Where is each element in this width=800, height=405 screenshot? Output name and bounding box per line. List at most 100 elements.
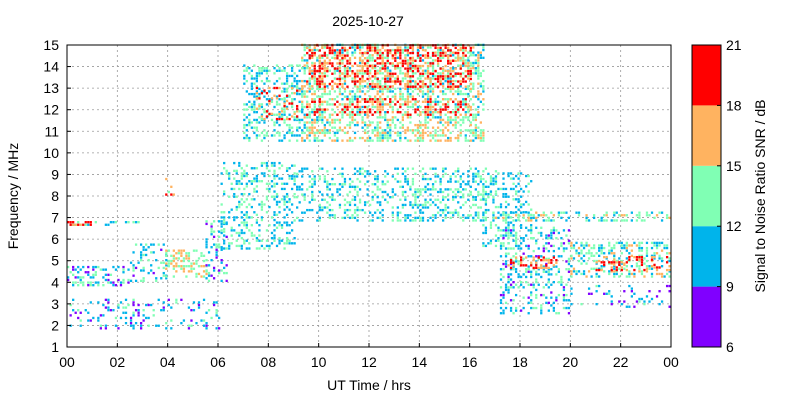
data-point <box>542 270 545 273</box>
data-point <box>436 126 440 129</box>
data-point <box>447 118 450 122</box>
data-point <box>356 75 359 78</box>
data-point <box>384 62 387 65</box>
data-point <box>207 271 211 275</box>
data-point <box>172 259 175 263</box>
data-point <box>482 211 485 214</box>
data-point <box>162 261 165 264</box>
data-point <box>389 49 392 52</box>
data-point <box>618 267 621 270</box>
data-point <box>426 121 430 124</box>
data-point <box>396 131 399 135</box>
data-point <box>628 270 631 273</box>
data-point <box>567 278 571 281</box>
data-point <box>477 82 480 85</box>
data-point <box>494 239 498 242</box>
data-point <box>439 56 442 59</box>
data-point <box>290 187 294 191</box>
data-point <box>414 100 417 103</box>
data-point <box>84 221 87 224</box>
data-point <box>245 226 248 229</box>
data-point <box>560 280 563 284</box>
data-point <box>540 275 543 279</box>
data-point <box>416 70 420 73</box>
data-point <box>371 82 374 85</box>
data-point <box>535 288 538 292</box>
data-point <box>406 167 410 170</box>
data-point <box>396 46 399 50</box>
data-point <box>336 62 339 65</box>
data-point <box>386 59 389 62</box>
data-point <box>610 249 613 252</box>
data-point <box>311 126 314 129</box>
data-point <box>363 111 367 114</box>
data-point <box>409 64 412 67</box>
data-point <box>595 268 598 272</box>
data-point <box>640 270 644 273</box>
data-point <box>260 205 264 209</box>
data-point <box>499 286 503 289</box>
data-point <box>537 268 540 271</box>
data-point <box>351 111 354 114</box>
data-point <box>525 185 528 188</box>
data-point <box>610 252 613 255</box>
data-point <box>313 62 316 65</box>
y-tick-label: 6 <box>51 231 59 247</box>
data-point <box>441 54 445 57</box>
data-point <box>265 92 269 95</box>
data-point <box>296 139 299 142</box>
data-point <box>336 48 339 52</box>
data-point <box>391 116 394 119</box>
data-point <box>416 136 420 140</box>
data-point <box>260 117 264 121</box>
data-point <box>255 95 259 98</box>
data-point <box>419 113 422 116</box>
data-point <box>165 327 168 330</box>
data-point <box>477 77 480 80</box>
data-point <box>278 242 281 245</box>
data-point <box>353 172 357 176</box>
data-point <box>484 231 488 235</box>
data-point <box>371 75 374 78</box>
data-point <box>313 100 316 103</box>
data-point <box>205 240 208 244</box>
data-point <box>467 111 470 114</box>
data-point <box>280 110 284 113</box>
data-point <box>482 231 485 235</box>
data-point <box>499 301 503 305</box>
data-point <box>298 185 301 188</box>
data-point <box>175 301 178 304</box>
data-point <box>117 278 120 282</box>
data-point <box>625 275 628 278</box>
data-point <box>258 116 261 119</box>
data-point <box>630 272 633 276</box>
data-point <box>406 80 410 83</box>
data-point <box>316 139 319 142</box>
data-point <box>464 188 467 191</box>
data-point <box>459 131 462 135</box>
data-point <box>502 291 505 294</box>
data-point <box>356 121 359 124</box>
data-point <box>467 116 470 119</box>
data-point <box>265 110 269 113</box>
data-point <box>243 108 246 111</box>
data-point <box>469 139 472 142</box>
data-point <box>255 180 259 183</box>
data-point <box>72 298 75 302</box>
data-point <box>275 221 279 224</box>
data-point <box>296 172 299 176</box>
data-point <box>374 46 377 50</box>
data-point <box>522 252 525 255</box>
data-point <box>223 211 226 214</box>
data-point <box>318 77 321 80</box>
data-point <box>321 67 324 70</box>
data-point <box>172 249 175 252</box>
data-point <box>389 72 392 75</box>
data-point <box>482 193 485 196</box>
data-point <box>89 301 92 304</box>
data-point <box>87 221 90 224</box>
data-point <box>303 116 306 119</box>
data-point <box>265 98 269 101</box>
data-point <box>243 187 246 191</box>
data-point <box>628 272 631 276</box>
